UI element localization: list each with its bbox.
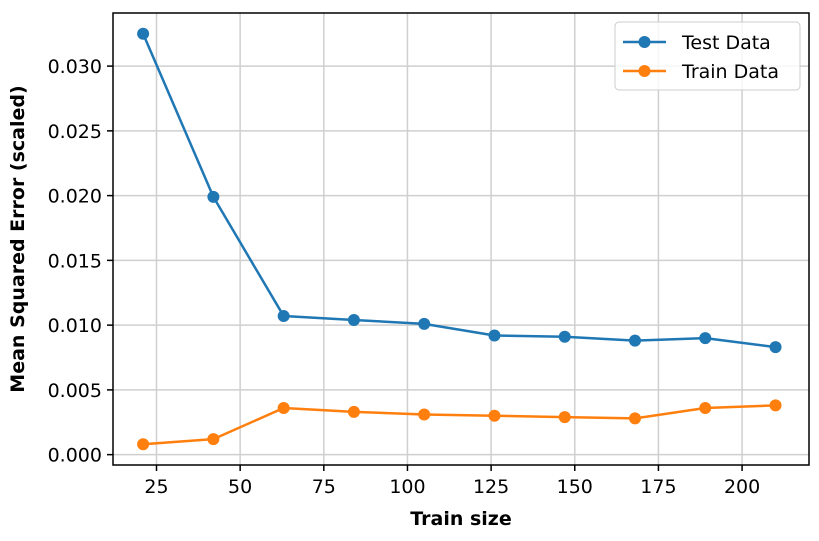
legend-label: Test Data (681, 32, 771, 54)
data-point (629, 412, 641, 425)
x-tick-label: 150 (557, 476, 593, 498)
axis-ticks: 25 50 75 100 125 150 175 200 0.000 0.005 0.010 0.01… (48, 56, 761, 498)
x-tick-label: 50 (228, 476, 252, 498)
x-axis-label: Train size (410, 508, 512, 530)
x-tick-label: 125 (473, 476, 509, 498)
legend-box (614, 21, 801, 91)
y-axis-label: Mean Squared Error (scaled) (7, 85, 29, 392)
legend-marker (638, 65, 651, 77)
data-point (207, 190, 220, 203)
x-tick-label: 25 (144, 476, 168, 498)
data-point (418, 317, 431, 330)
y-tick-label: 0.015 (48, 250, 102, 272)
y-tick-label: 0.030 (48, 56, 102, 78)
data-point (699, 332, 712, 345)
data-point (488, 329, 501, 342)
data-point (347, 313, 360, 326)
x-tick-label: 75 (312, 476, 336, 498)
x-tick-label: 175 (640, 476, 676, 498)
legend: Test Data Train Data (614, 21, 801, 91)
data-point (488, 409, 501, 422)
y-tick-label: 0.005 (48, 380, 102, 402)
y-tick-label: 0.025 (48, 121, 102, 143)
y-tick-label: 0.020 (48, 186, 102, 208)
series-line (141, 32, 777, 349)
data-point (769, 399, 782, 412)
data-point (137, 438, 150, 451)
data-point (277, 310, 290, 323)
legend-item: Test Data (623, 32, 771, 54)
legend-label: Train Data (681, 61, 779, 83)
series-layer (137, 27, 782, 451)
legend-item: Train Data (623, 61, 779, 83)
data-point (699, 402, 712, 415)
y-tick-label: 0.000 (48, 445, 102, 467)
data-point (769, 341, 782, 354)
x-tick-label: 200 (724, 476, 760, 498)
data-point (347, 405, 360, 418)
data-point (277, 402, 290, 415)
series-test-data (137, 27, 782, 354)
x-tick-label: 100 (389, 476, 425, 498)
y-tick-label: 0.010 (48, 315, 102, 337)
data-point (558, 411, 571, 424)
data-point (207, 433, 220, 446)
data-point (629, 334, 641, 347)
data-point (558, 330, 571, 343)
series-line (141, 404, 777, 446)
series-train-data (137, 399, 782, 451)
data-point (137, 27, 150, 40)
plot-frame (112, 12, 810, 466)
data-point (418, 408, 431, 421)
legend-marker (638, 36, 651, 48)
